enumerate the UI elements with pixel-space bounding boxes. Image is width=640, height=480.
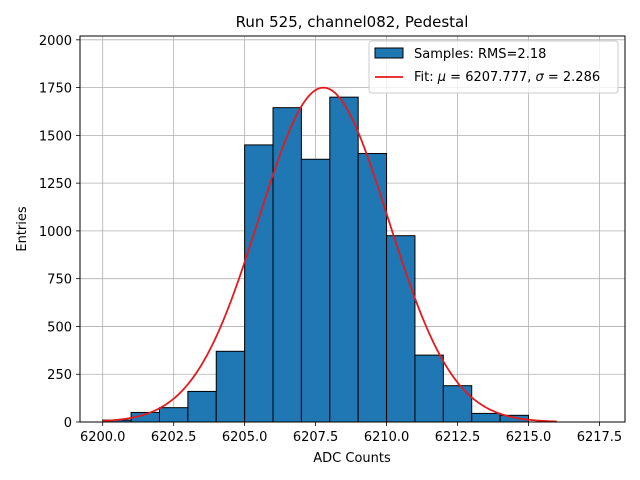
y-tick-label: 500 [47, 320, 72, 335]
legend-samples-swatch [374, 47, 404, 59]
legend-fit-label: Fit: μ = 6207.777, σ = 2.286 [414, 70, 600, 85]
plot-frame [79, 35, 626, 423]
histogram-bar [272, 107, 302, 423]
x-tick-label: 6205.0 [222, 430, 268, 445]
histogram-bar [300, 158, 331, 423]
y-tick-label: 1000 [39, 225, 72, 240]
legend: Samples: RMS=2.18 Fit: μ = 6207.777, σ =… [368, 40, 619, 94]
legend-fit-mu-symbol: μ [437, 70, 446, 85]
histogram-bar [471, 412, 501, 423]
legend-box [368, 40, 619, 94]
y-tick-label: 250 [47, 368, 72, 383]
x-tick-label: 6215.0 [506, 430, 552, 445]
x-tick-label: 6212.5 [435, 430, 481, 445]
y-tick-label: 0 [64, 416, 72, 431]
y-axis-label: Entries [15, 206, 30, 252]
histogram-bar [386, 235, 416, 423]
y-tick-label: 1750 [39, 82, 72, 97]
legend-fit-prefix: Fit: [414, 70, 438, 85]
fit-curve [102, 86, 557, 423]
x-tick-label: 6217.5 [577, 430, 623, 445]
histogram-bar [442, 385, 473, 423]
histogram-bars [102, 96, 529, 423]
legend-fit-mu-value: = 6207.777, [446, 70, 535, 85]
histogram-bar [329, 96, 359, 423]
y-axis-ticks: 0 250 500 750 1000 1250 1500 1750 2000 [39, 34, 80, 431]
x-axis-ticks: 6200.0 6202.5 6205.0 6207.5 6210.0 6212.5 6215… [80, 422, 622, 445]
histogram-bar [187, 390, 217, 423]
y-tick-label: 1250 [39, 177, 72, 192]
x-tick-label: 6207.5 [293, 430, 339, 445]
x-tick-label: 6202.5 [151, 430, 197, 445]
histogram-bar [357, 153, 388, 423]
x-tick-label: 6210.0 [364, 430, 410, 445]
legend-fit-sigma-symbol: σ [536, 70, 545, 85]
x-axis-label: ADC Counts [313, 451, 391, 466]
y-tick-label: 2000 [39, 34, 72, 49]
y-tick-label: 1500 [39, 129, 72, 144]
histogram-bar [414, 354, 444, 423]
chart-title: Run 525, channel082, Pedestal [236, 13, 469, 31]
histogram-bar [215, 350, 246, 423]
histogram-bar [158, 407, 189, 423]
x-tick-label: 6200.0 [80, 430, 126, 445]
legend-samples-label: Samples: RMS=2.18 [414, 47, 546, 62]
legend-fit-sigma-value: = 2.286 [544, 70, 600, 85]
y-tick-label: 750 [47, 273, 72, 288]
fit-curve-layer [102, 86, 557, 423]
